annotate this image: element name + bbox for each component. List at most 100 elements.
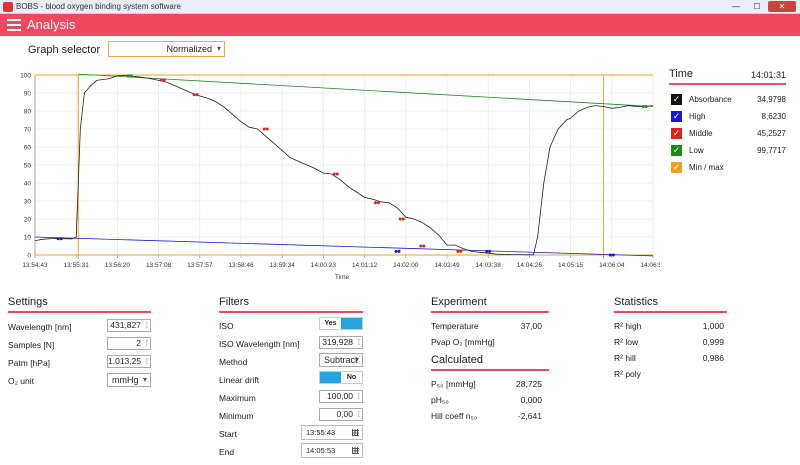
y-tick-label: 70 — [24, 126, 32, 133]
high-point-marker — [59, 237, 63, 241]
middle-point-marker — [332, 172, 336, 176]
p50-value: 28,725 — [516, 379, 542, 389]
patm-label: Patm [hPa] — [8, 358, 51, 368]
iso-label: ISO — [219, 321, 234, 331]
samples-input[interactable]: 2 — [107, 337, 151, 350]
y-tick-label: 20 — [24, 216, 32, 223]
checkbox-high[interactable]: ✓ — [671, 111, 682, 122]
y-tick-label: 50 — [24, 162, 32, 169]
ph50-value: 0,000 — [520, 395, 542, 405]
y-tick-label: 40 — [24, 180, 32, 187]
graph-selector-label: Graph selector — [28, 44, 101, 56]
hill-coeff-label: Hill coeff n₅₀ — [431, 411, 478, 421]
iso-toggle[interactable]: Yes — [319, 317, 363, 330]
chart-legend: Time 14:01:31 ✓ Absorbance 34,9798 ✓ Hig… — [669, 68, 786, 176]
x-tick-label: 13:55:31 — [64, 262, 90, 269]
filters-section: Filters — [219, 296, 363, 318]
middle-point-marker — [162, 78, 166, 82]
legend-item-absorbance[interactable]: ✓ Absorbance 34,9798 — [671, 94, 786, 105]
hamburger-menu-icon[interactable] — [7, 19, 21, 31]
chart-grid — [34, 74, 654, 256]
samples-label: Samples [N] — [8, 340, 55, 350]
method-dropdown[interactable]: Subtract — [319, 353, 363, 367]
x-tick-label: 14:03:38 — [476, 262, 502, 269]
high-point-marker — [608, 253, 612, 257]
middle-point-marker — [195, 93, 199, 97]
end-time-picker[interactable]: 14:05:53 — [301, 443, 363, 458]
middle-point-marker — [419, 244, 423, 248]
minimum-label: Minimum — [219, 411, 254, 421]
x-tick-label: 13:57:57 — [187, 262, 213, 269]
linear-drift-toggle[interactable]: No — [319, 371, 363, 384]
settings-section: Settings — [8, 296, 151, 318]
patm-input[interactable]: 1.013,25 — [107, 355, 151, 368]
maximize-button[interactable]: ☐ — [753, 2, 761, 11]
close-button[interactable]: ✕ — [768, 1, 796, 12]
minimize-button[interactable]: — — [732, 2, 740, 11]
checkbox-middle[interactable]: ✓ — [671, 128, 682, 139]
legend-item-middle[interactable]: ✓ Middle 45,2527 — [671, 128, 786, 139]
high-point-marker — [397, 249, 401, 253]
hill-coeff-value: -2,641 — [517, 411, 542, 421]
o2unit-label: O₂ unit — [8, 376, 34, 386]
x-tick-label: 13:54:43 — [22, 262, 48, 269]
app-header: Analysis — [0, 14, 800, 36]
iso-toggle-knob — [341, 318, 362, 329]
y-tick-label: 30 — [24, 198, 32, 205]
x-tick-label: 14:06:52 — [640, 262, 660, 269]
middle-point-marker — [262, 127, 266, 131]
x-tick-label: 14:02:00 — [393, 262, 419, 269]
low-point-marker — [129, 74, 133, 78]
legend-item-low[interactable]: ✓ Low 99,7717 — [671, 145, 786, 156]
low-point-marker — [644, 105, 648, 108]
middle-point-marker — [401, 217, 405, 221]
app-icon — [3, 2, 13, 12]
calendar-icon[interactable] — [352, 447, 359, 454]
page-title: Analysis — [27, 17, 76, 32]
x-tick-label: 13:59:34 — [270, 262, 296, 269]
checkbox-minmax[interactable]: ✓ — [671, 162, 682, 173]
start-label: Start — [219, 429, 237, 439]
legend-item-minmax[interactable]: ✓ Min / max — [671, 162, 724, 173]
high-point-marker — [488, 249, 492, 253]
pvap-label: Pvap O₂ [mmHg] — [431, 337, 495, 347]
y-tick-label: 60 — [24, 144, 32, 151]
x-tick-label: 14:00:23 — [311, 262, 337, 269]
x-tick-label: 14:05:15 — [558, 262, 584, 269]
end-time-value: 14:05:53 — [306, 446, 336, 455]
start-time-picker[interactable]: 13:55:43 — [301, 425, 363, 440]
end-label: End — [219, 447, 235, 457]
calendar-icon[interactable] — [352, 429, 359, 436]
series-line-absorbance — [34, 75, 654, 256]
r2-poly-label: R² poly — [614, 369, 641, 379]
experiment-title: Experiment — [431, 296, 549, 313]
filters-title: Filters — [219, 296, 363, 313]
linear-drift-toggle-no: No — [346, 374, 357, 381]
r2-low-label: R² low — [614, 337, 639, 347]
maximum-input[interactable]: 100,00 — [319, 390, 363, 403]
middle-point-marker — [376, 201, 380, 205]
low-point-marker — [126, 74, 130, 78]
checkbox-low[interactable]: ✓ — [671, 145, 682, 156]
middle-point-marker — [459, 249, 463, 253]
x-tick-label: 13:58:46 — [228, 262, 254, 269]
r2-low-value: 0,999 — [702, 337, 724, 347]
middle-point-marker — [373, 201, 377, 205]
ph50-label: pH₅₀ — [431, 395, 449, 405]
o2unit-dropdown[interactable]: mmHg — [107, 373, 151, 387]
window-titlebar: BOBS - blood oxygen binding system softw… — [0, 0, 800, 14]
graph-selector-dropdown[interactable]: Normalized — [108, 41, 225, 57]
minimum-input[interactable]: 0,00 — [319, 408, 363, 421]
wavelength-label: Wavelength [nm] — [8, 322, 72, 332]
y-tick-label: 90 — [24, 90, 32, 97]
statistics-section: Statistics — [614, 296, 727, 318]
checkbox-absorbance[interactable]: ✓ — [671, 94, 682, 105]
x-tick-label: 14:06:04 — [599, 262, 625, 269]
legend-time: 14:01:31 — [750, 70, 786, 80]
high-point-marker — [485, 249, 489, 253]
iso-wavelength-input[interactable]: 319,928 — [319, 336, 363, 349]
middle-point-marker — [398, 217, 402, 221]
wavelength-input[interactable]: 431,827 — [107, 319, 151, 332]
x-tick-label: 14:02:49 — [434, 262, 460, 269]
legend-item-high[interactable]: ✓ High 8,6230 — [671, 111, 786, 122]
